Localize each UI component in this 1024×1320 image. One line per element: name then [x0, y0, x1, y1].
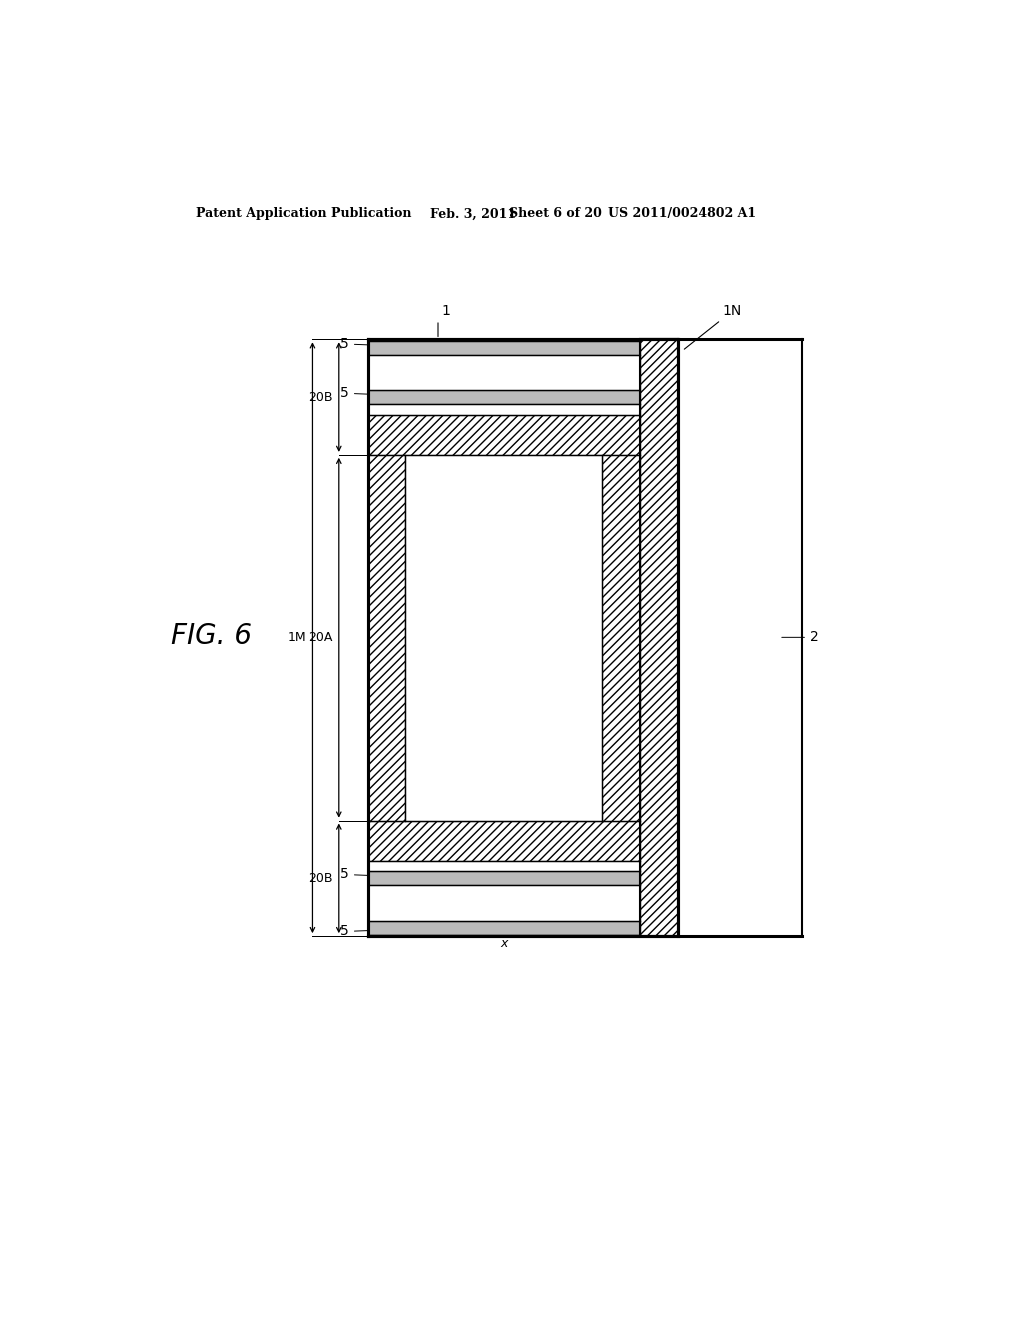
Text: US 2011/0024802 A1: US 2011/0024802 A1 — [608, 207, 757, 220]
Text: 5: 5 — [340, 867, 443, 882]
Bar — [640, 339, 678, 936]
Text: 20A: 20A — [308, 631, 333, 644]
Bar — [369, 921, 640, 935]
Bar — [369, 935, 640, 936]
Bar — [369, 821, 640, 861]
Text: 20B: 20B — [308, 391, 333, 404]
Text: y: y — [510, 631, 517, 644]
Text: FIG. 6: FIG. 6 — [171, 622, 252, 649]
Bar — [602, 455, 640, 821]
Bar — [369, 404, 640, 414]
Text: x: x — [500, 937, 508, 950]
Bar — [640, 339, 678, 936]
Text: 5: 5 — [636, 607, 645, 622]
Text: 20B: 20B — [308, 871, 333, 884]
Text: 5: 5 — [340, 387, 443, 400]
Bar — [369, 341, 640, 355]
Bar — [369, 886, 640, 921]
Text: 2: 2 — [422, 374, 452, 399]
Text: Patent Application Publication: Patent Application Publication — [197, 207, 412, 220]
Bar — [640, 339, 678, 936]
Text: 5: 5 — [340, 924, 443, 939]
Bar — [640, 339, 678, 936]
Text: 5: 5 — [340, 337, 443, 351]
Text: 1M: 1M — [288, 631, 306, 644]
Bar — [369, 391, 640, 404]
Text: Feb. 3, 2011: Feb. 3, 2011 — [430, 207, 516, 220]
Bar — [369, 455, 406, 821]
Text: Sheet 6 of 20: Sheet 6 of 20 — [509, 207, 602, 220]
Bar — [369, 355, 640, 391]
Bar — [406, 455, 602, 821]
Bar — [369, 414, 640, 455]
Bar — [369, 339, 678, 936]
Bar — [369, 339, 678, 936]
Bar — [678, 339, 802, 936]
Bar — [369, 871, 640, 886]
Text: 2: 2 — [781, 631, 819, 644]
Text: 1: 1 — [442, 304, 451, 318]
Bar — [369, 861, 640, 871]
Text: 1N: 1N — [722, 304, 741, 318]
